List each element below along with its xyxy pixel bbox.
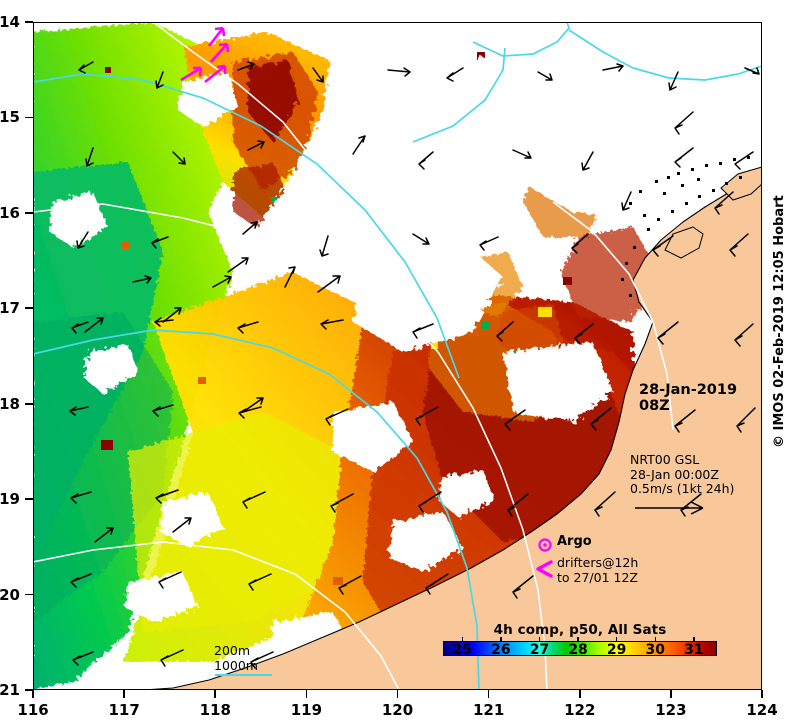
colorbar-tick-label: 31 bbox=[684, 642, 704, 658]
colorbar-tick-label: 26 bbox=[491, 642, 511, 658]
drifter-marker-icon bbox=[536, 560, 553, 578]
colorbar-tick-mark bbox=[615, 637, 618, 642]
colorbar-title: 4h comp, p50, All Sats bbox=[493, 622, 667, 638]
colorbar-tick-mark bbox=[654, 637, 656, 642]
y-tick-mark bbox=[25, 689, 33, 691]
colorbar-tick-mark bbox=[461, 637, 463, 642]
current-vector-legend: NRT00 GSL 28-Jan 00:00Z 0.5m/s (1kt 24h) bbox=[630, 452, 735, 497]
colorbar-tick-mark bbox=[577, 637, 579, 642]
y-tick-mark bbox=[25, 593, 33, 596]
credit-label: © IMOS 02-Feb-2019 12:05 Hobart bbox=[772, 195, 787, 448]
x-tick-label: 116 bbox=[17, 701, 49, 719]
y-tick-mark bbox=[25, 212, 33, 214]
x-tick-label: 118 bbox=[199, 701, 231, 719]
map-plot-area[interactable]: 28-Jan-2019 08Z NRT00 GSL 28-Jan 00:00Z … bbox=[33, 22, 762, 690]
x-tick-mark bbox=[396, 690, 399, 698]
y-tick-label: -16 bbox=[0, 203, 20, 222]
drifter-legend-label: drifters@12h to 27/01 12Z bbox=[557, 555, 639, 585]
depth-1000m-label: 1000m bbox=[214, 658, 258, 673]
y-tick-label: -19 bbox=[0, 490, 20, 509]
y-tick-label: -15 bbox=[0, 108, 20, 127]
x-tick-label: 122 bbox=[564, 701, 596, 719]
argo-marker-icon bbox=[538, 538, 552, 552]
x-tick-label: 119 bbox=[290, 701, 323, 719]
x-tick-mark bbox=[32, 690, 34, 698]
x-tick-mark bbox=[578, 690, 581, 698]
y-tick-mark bbox=[25, 307, 33, 310]
y-tick-mark bbox=[25, 498, 33, 500]
map-date-label: 28-Jan-2019 08Z bbox=[639, 382, 738, 414]
x-tick-mark bbox=[214, 690, 217, 698]
x-tick-label: 121 bbox=[472, 701, 505, 719]
x-tick-label: 117 bbox=[108, 701, 140, 719]
gsl-time-label: 28-Jan 00:00Z bbox=[630, 466, 719, 482]
x-tick-label: 124 bbox=[746, 701, 778, 719]
x-tick-mark bbox=[670, 690, 672, 698]
depth-200m-label: 200m bbox=[214, 643, 251, 658]
x-tick-label: 120 bbox=[381, 701, 414, 719]
gsl-source-label: NRT00 GSL bbox=[630, 452, 700, 467]
scale-arrow-icon bbox=[635, 501, 704, 515]
x-tick-mark bbox=[487, 690, 490, 698]
depth-1000m-swatch bbox=[215, 674, 272, 676]
depth-contour-legend: 200m 1000m bbox=[214, 643, 258, 673]
y-tick-label: -20 bbox=[0, 585, 20, 604]
y-tick-label: -21 bbox=[0, 681, 20, 699]
y-tick-label: -14 bbox=[0, 13, 20, 31]
y-tick-mark bbox=[25, 116, 33, 119]
x-tick-mark bbox=[761, 690, 763, 698]
colorbar-tick-label: 27 bbox=[529, 642, 550, 658]
x-tick-mark bbox=[123, 690, 125, 698]
colorbar-tick-mark bbox=[693, 637, 695, 642]
x-tick-mark bbox=[305, 690, 308, 698]
x-tick-label: 123 bbox=[655, 701, 687, 719]
colorbar-legend: 4h comp, p50, All Sats 25 26 27 28 29 30 31 bbox=[443, 622, 717, 658]
colorbar-tick-mark bbox=[500, 637, 502, 642]
y-tick-label: -17 bbox=[0, 299, 20, 318]
sst-raster-layer bbox=[33, 22, 762, 690]
y-tick-mark bbox=[25, 21, 33, 23]
gsl-scale-label: 0.5m/s (1kt 24h) bbox=[630, 481, 735, 497]
colorbar-gradient[interactable] bbox=[443, 641, 717, 656]
drifter-legend-line1: drifters@12h bbox=[557, 555, 639, 570]
colorbar-tick-mark bbox=[538, 637, 541, 642]
y-tick-label: -18 bbox=[0, 394, 20, 413]
colorbar-tick-label: 29 bbox=[606, 642, 627, 658]
drifter-legend-line2: to 27/01 12Z bbox=[557, 569, 638, 585]
colorbar-tick-label: 28 bbox=[568, 642, 588, 658]
y-tick-mark bbox=[25, 402, 33, 405]
colorbar-tick-label: 30 bbox=[645, 642, 665, 658]
argo-legend-label: Argo bbox=[557, 534, 592, 549]
colorbar-tick-label: 25 bbox=[452, 642, 473, 658]
